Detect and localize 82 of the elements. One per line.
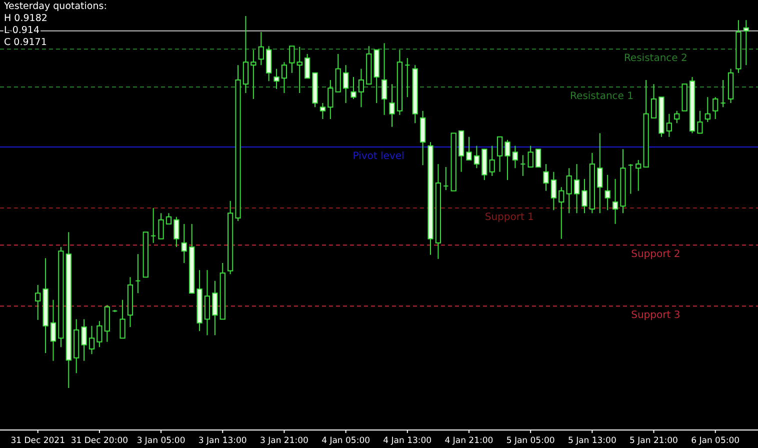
candlestick [697,110,703,134]
candlestick [597,132,603,214]
candlestick [88,325,95,355]
annotation: H 0.9182 [4,13,48,24]
candlestick [496,136,503,172]
x-tick-label: 3 Jan 05:00 [136,436,186,446]
candlestick [612,178,618,224]
candlestick [520,154,526,176]
candlestick [120,299,126,339]
candlestick [242,16,249,94]
candlestick [489,145,495,176]
candlestick [543,164,549,192]
x-tick-label: 6 Jan 05:00 [691,436,740,446]
x-tick-label: 5 Jan 13:00 [568,436,616,446]
candlestick [81,318,87,362]
candlestick [504,139,510,181]
x-tick-label: 3 Jan 13:00 [198,436,247,446]
candlestick [250,49,256,100]
candlestick [566,168,572,214]
candlestick [512,145,518,169]
candlestick [381,42,388,116]
candlestick [636,159,642,192]
candlestick [666,113,672,138]
candlestick [674,110,680,124]
annotation: C 0.9171 [4,37,47,48]
candlestick [212,280,218,336]
candlestick [712,96,718,120]
candlestick [335,53,341,92]
candlestick [650,84,657,118]
candlestick [358,68,364,108]
ref-line-label: Support 3 [631,310,680,322]
ref-line-label: Resistance 1 [570,91,634,102]
candlestick [258,31,264,66]
x-tick-label: 4 Jan 05:00 [322,436,370,446]
candlestick [443,166,449,191]
candlestick [304,53,310,79]
ref-line-label: Support 2 [631,249,680,260]
candlestick [342,64,349,104]
candlestick [466,136,472,160]
x-tick-label: 5 Jan 05:00 [506,436,555,446]
text: Yesterday quotations: [3,1,107,12]
candlestick [35,284,41,320]
candlestick [158,212,164,240]
candlestick [135,254,141,294]
x-tick-label: 4 Jan 13:00 [383,436,432,446]
ref-line-label: Resistance 2 [624,53,688,64]
candlestick [181,223,187,264]
candlestick [204,270,210,336]
candlestick [743,20,749,66]
candlestick [528,145,534,168]
candlestick [404,58,410,98]
candlestick [174,216,180,248]
candlestick [281,62,288,94]
candlestick [574,164,580,214]
ref-line-label: Pivot level [352,150,404,162]
candlestick [328,79,334,120]
candlestick [389,84,395,128]
candlestick [296,46,302,94]
x-tick-label: 31 Dec 2021 [10,436,66,446]
candlestick [604,174,610,211]
candlestick [582,178,588,214]
x-tick-label: 3 Jan 21:00 [260,436,308,446]
ref-line-label: Support 1 [484,212,534,223]
candlestick [628,164,634,194]
candlestick [150,207,156,244]
candlestick [535,148,542,168]
candlestick [50,299,56,362]
candlestick [720,79,726,108]
x-tick-label: 4 Jan 21:00 [444,436,494,446]
candlestick [704,96,710,123]
candlestick [350,76,356,100]
candlestick [320,102,326,120]
candlestick [474,145,480,169]
x-tick-label: 5 Jan 21:00 [630,436,678,446]
candlestick [550,171,556,211]
x-tick-label: 31 Dec 20:00 [70,436,128,446]
candlestick [166,212,172,224]
candlestick [558,186,564,240]
candlestick [274,68,280,90]
candlestick [266,46,272,82]
candlestick [289,46,295,74]
candlestick [96,320,102,348]
